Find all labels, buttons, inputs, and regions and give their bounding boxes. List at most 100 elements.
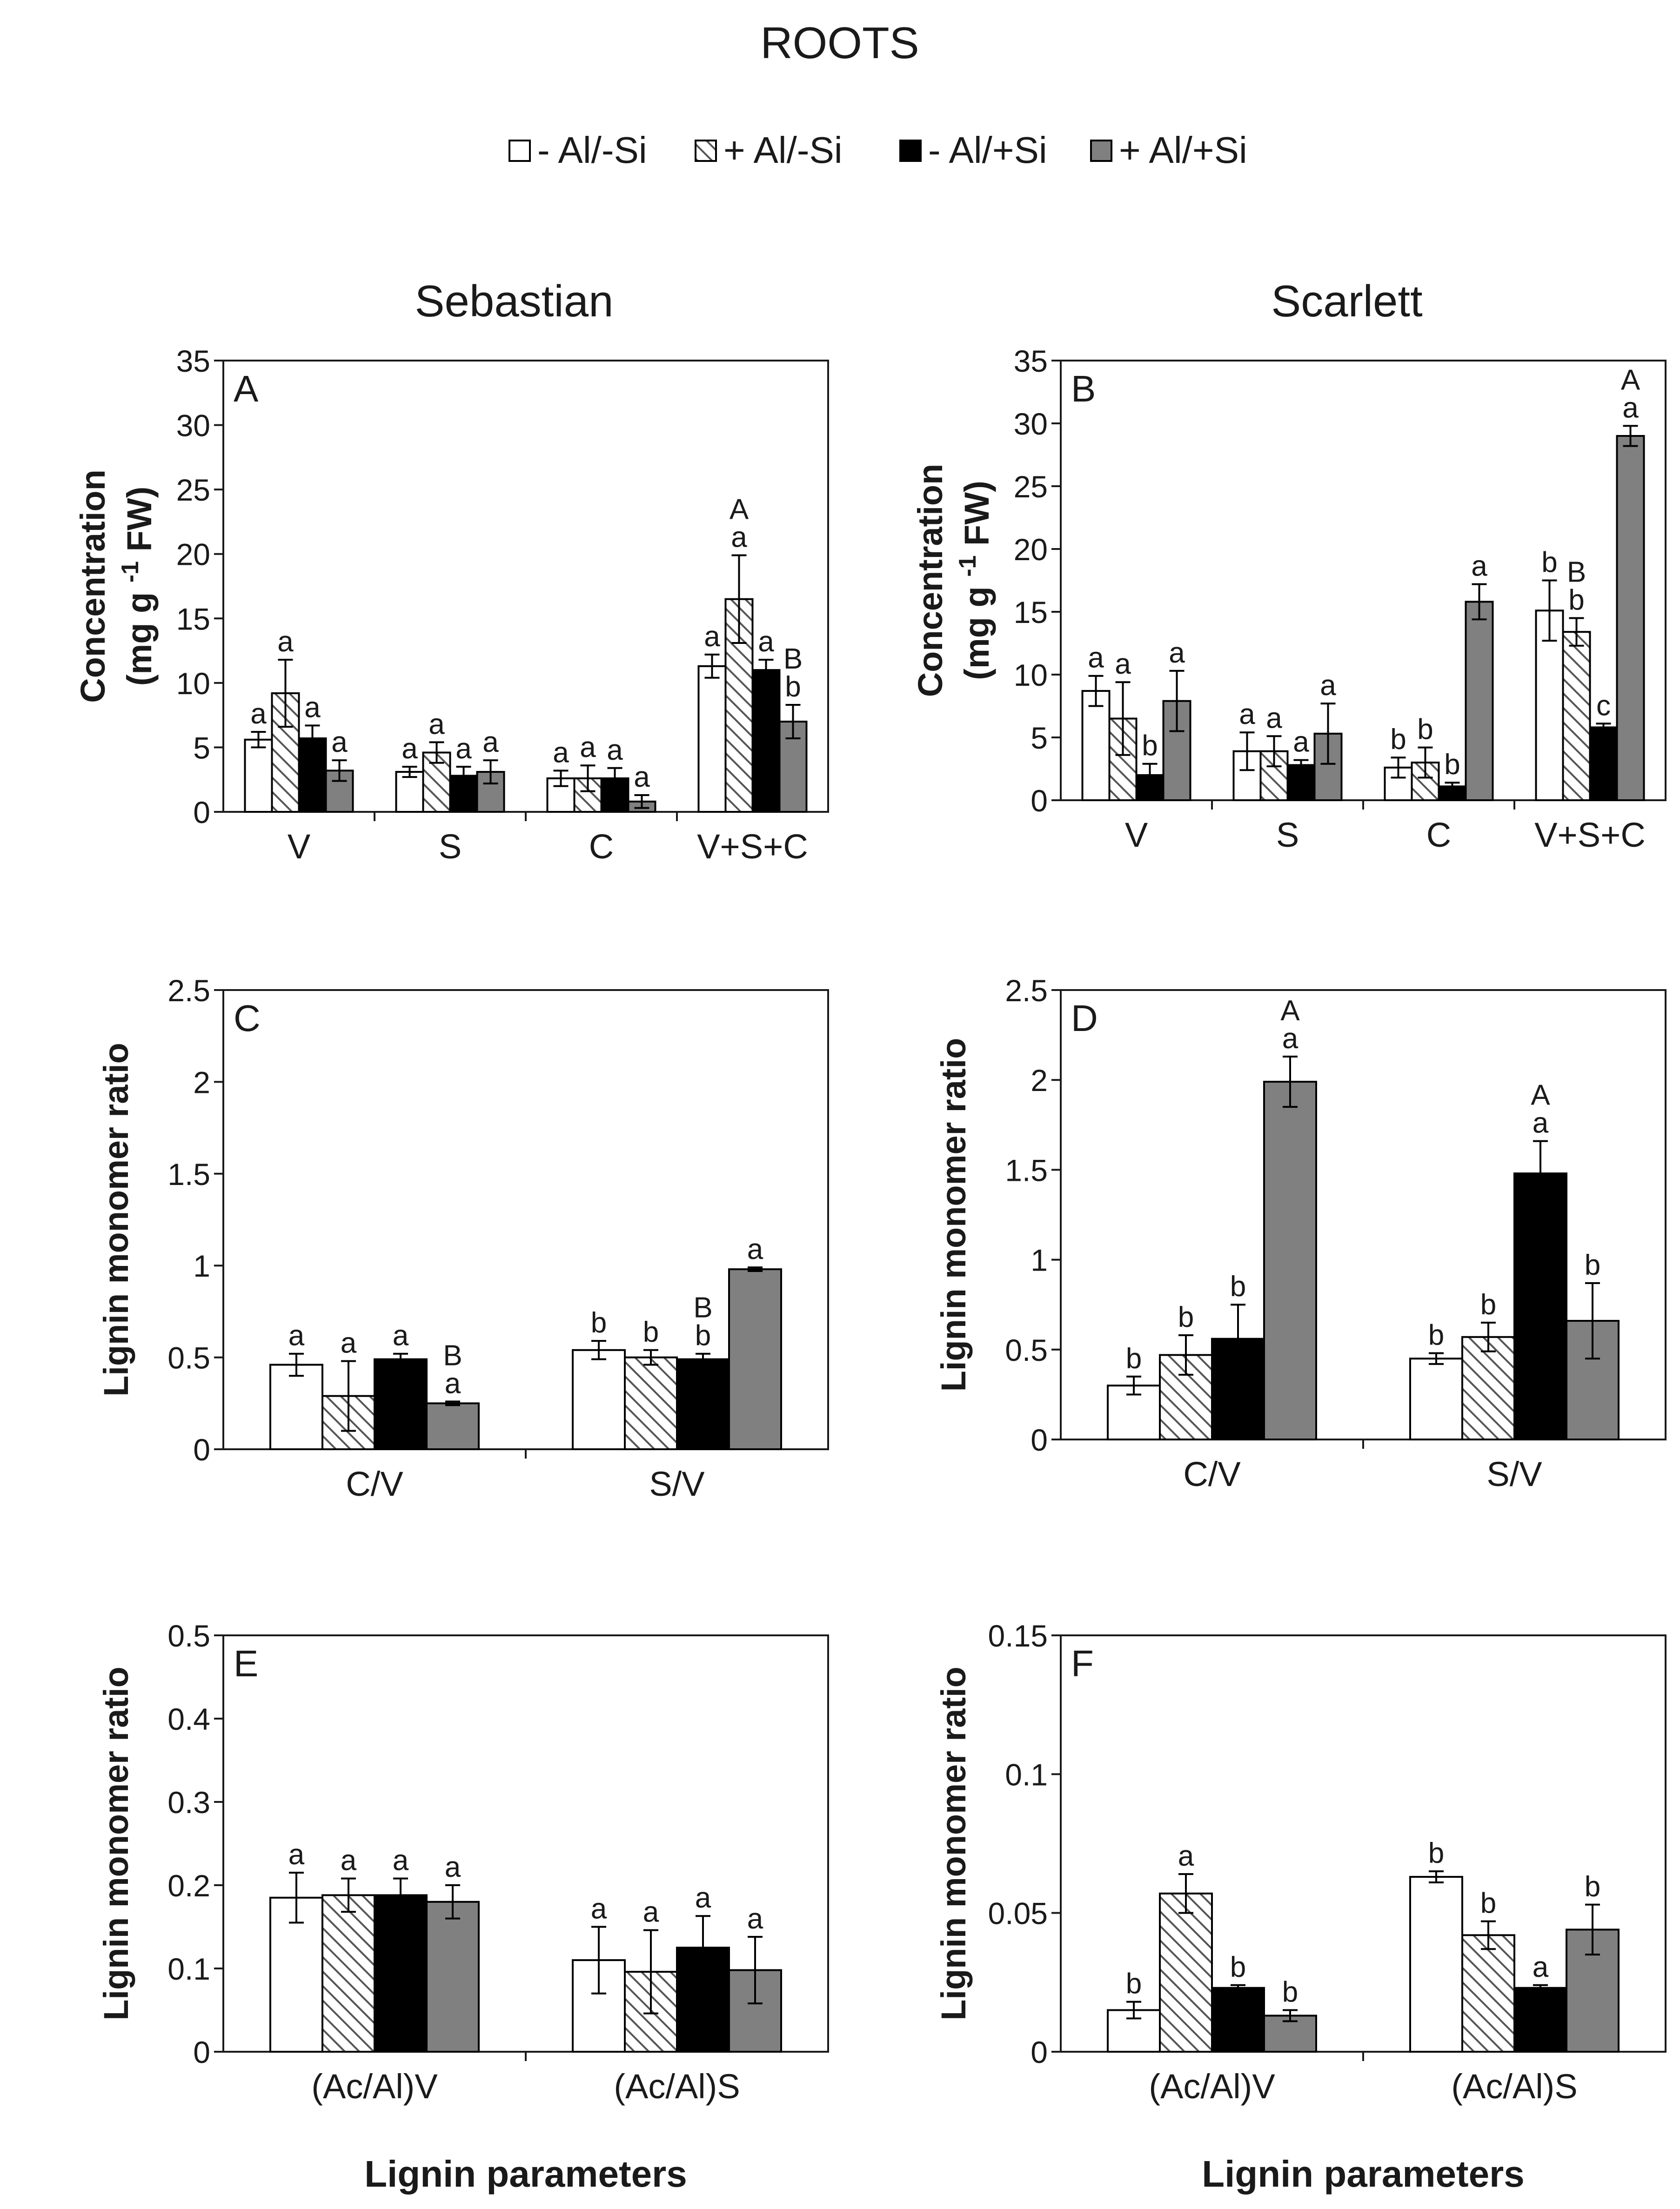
significance-label: A <box>730 493 749 525</box>
significance-label: b <box>1568 584 1584 616</box>
y-tick-label: 2 <box>1031 1063 1048 1098</box>
significance-label: B <box>443 1339 462 1372</box>
y-tick-label: 0 <box>193 795 210 830</box>
panel-c: C 0 0.5 1 1.5 2 2.5 Lignin monomer ratio C/V a a a a… <box>97 973 829 1503</box>
significance-label: b <box>1390 723 1406 756</box>
bar <box>751 669 781 813</box>
bar <box>1513 1987 1567 2053</box>
y-tick-label: 2 <box>193 1065 210 1099</box>
x-category-label: (Ac/Al)S <box>1451 2067 1577 2106</box>
significance-label: a <box>695 1882 711 1914</box>
legend-swatch <box>695 140 717 162</box>
significance-label: a <box>1169 637 1185 669</box>
y-tick-label: 0.1 <box>1005 1757 1048 1792</box>
bar <box>1159 1892 1213 2053</box>
y-tick-label: 0.1 <box>167 1952 210 1986</box>
y-tick-label: 10 <box>1014 658 1048 692</box>
x-category-label: S <box>1276 816 1299 854</box>
y-axis-label-text: Lignin monomer ratio <box>934 1038 973 1392</box>
bar <box>728 1268 782 1450</box>
panel-e: E 0 0.1 0.2 0.3 0.4 0.5 Lignin monomer ratio (Ac… <box>97 1619 829 2195</box>
bar <box>676 1358 730 1451</box>
y-tick-label: 1.5 <box>167 1157 210 1192</box>
bar <box>1461 1336 1515 1440</box>
bar <box>1465 601 1494 802</box>
y-tick-label: 0 <box>1031 783 1048 818</box>
significance-label: B <box>783 643 803 675</box>
panel-letter: A <box>234 368 259 409</box>
bar <box>244 738 273 813</box>
significance-label: a <box>331 726 348 758</box>
significance-label: b <box>1142 730 1158 762</box>
significance-label: b <box>1126 1343 1142 1375</box>
legend-swatch <box>1090 140 1112 162</box>
y-axis-label-unit-end: FW) <box>957 481 996 555</box>
significance-label: a <box>304 691 321 723</box>
x-category-label: C <box>1426 816 1451 854</box>
y-tick-label: 0.05 <box>988 1896 1048 1931</box>
significance-label: a <box>288 1839 305 1871</box>
legend-swatch <box>509 140 531 162</box>
significance-label: b <box>1126 1968 1142 2000</box>
significance-label: a <box>1533 1951 1549 1983</box>
y-tick-label: 0.5 <box>167 1341 210 1375</box>
y-tick-label: 0.2 <box>167 1868 210 1903</box>
significance-label: a <box>1293 726 1309 758</box>
significance-label: b <box>591 1307 607 1339</box>
significance-label: a <box>393 1845 409 1877</box>
legend-label: - Al/+Si <box>928 129 1047 171</box>
y-tick-label: 0 <box>193 1433 210 1467</box>
significance-label: a <box>1471 550 1487 582</box>
y-axis-label-text: Lignin monomer ratio <box>97 1043 135 1397</box>
bar <box>1081 690 1111 801</box>
legend: - Al/-Si + Al/-Si - Al/+Si + Al/+Si <box>509 129 1247 171</box>
significance-label: b <box>785 671 801 703</box>
legend-swatch <box>899 140 922 162</box>
significance-label: b <box>1585 1871 1600 1903</box>
y-axis-label-line2: (mg g -1 FW) <box>954 481 996 680</box>
bar <box>426 1901 480 2053</box>
panel-d: D 0 0.5 1 1.5 2 2.5 Lignin monomer ratio C/V b b b a… <box>934 973 1667 1493</box>
bar <box>426 1402 480 1451</box>
y-tick-label: 15 <box>1014 595 1048 629</box>
panel-letter: B <box>1071 368 1096 409</box>
significance-label: a <box>747 1903 763 1935</box>
significance-label: b <box>1230 1951 1246 1983</box>
significance-label: a <box>1239 698 1255 730</box>
y-axis-label: Lignin monomer ratio <box>934 1667 973 2021</box>
significance-label: a <box>402 733 418 765</box>
y-tick-label: 0.15 <box>988 1619 1048 1653</box>
y-tick-label: 0 <box>1031 2035 1048 2069</box>
y-tick-label: 1 <box>1031 1243 1048 1278</box>
panel-letter: E <box>234 1643 258 1684</box>
y-axis-label: Concentration (mg g -1 FW) <box>911 464 996 697</box>
panel-a: A 0 5 10 15 20 25 30 35 Concentration (mg g -1 FW)… <box>74 344 829 866</box>
panel-f: F 0 0.05 0.1 0.15 Lignin monomer ratio (Ac/Al)… <box>934 1619 1667 2195</box>
y-axis-label-text: Lignin monomer ratio <box>934 1667 973 2021</box>
bar <box>321 1894 375 2053</box>
significance-label: b <box>1428 1837 1444 1869</box>
column-title-sebastian: Sebastian <box>415 276 614 326</box>
y-tick-label: 20 <box>176 537 210 572</box>
x-category-label: S <box>439 827 462 866</box>
y-tick-label: 5 <box>1031 721 1048 755</box>
significance-label: b <box>1480 1888 1496 1920</box>
column-title-scarlett: Scarlett <box>1271 276 1422 326</box>
significance-label: b <box>643 1316 659 1348</box>
significance-label: a <box>607 734 623 766</box>
y-axis-label-line1: Concentration <box>74 469 112 703</box>
bar <box>624 1356 678 1451</box>
significance-label: a <box>1282 1023 1298 1055</box>
x-axis-label: Lignin parameters <box>1202 2153 1525 2195</box>
significance-label: B <box>693 1292 712 1324</box>
significance-label: b <box>1282 1976 1298 2008</box>
significance-label: a <box>428 708 445 740</box>
y-axis-label-line1: Concentration <box>911 464 950 697</box>
significance-label: a <box>288 1320 305 1352</box>
x-category-label: C/V <box>346 1465 403 1503</box>
y-axis-label-exponent: -1 <box>117 561 144 582</box>
y-tick-label: 0.4 <box>167 1702 210 1736</box>
